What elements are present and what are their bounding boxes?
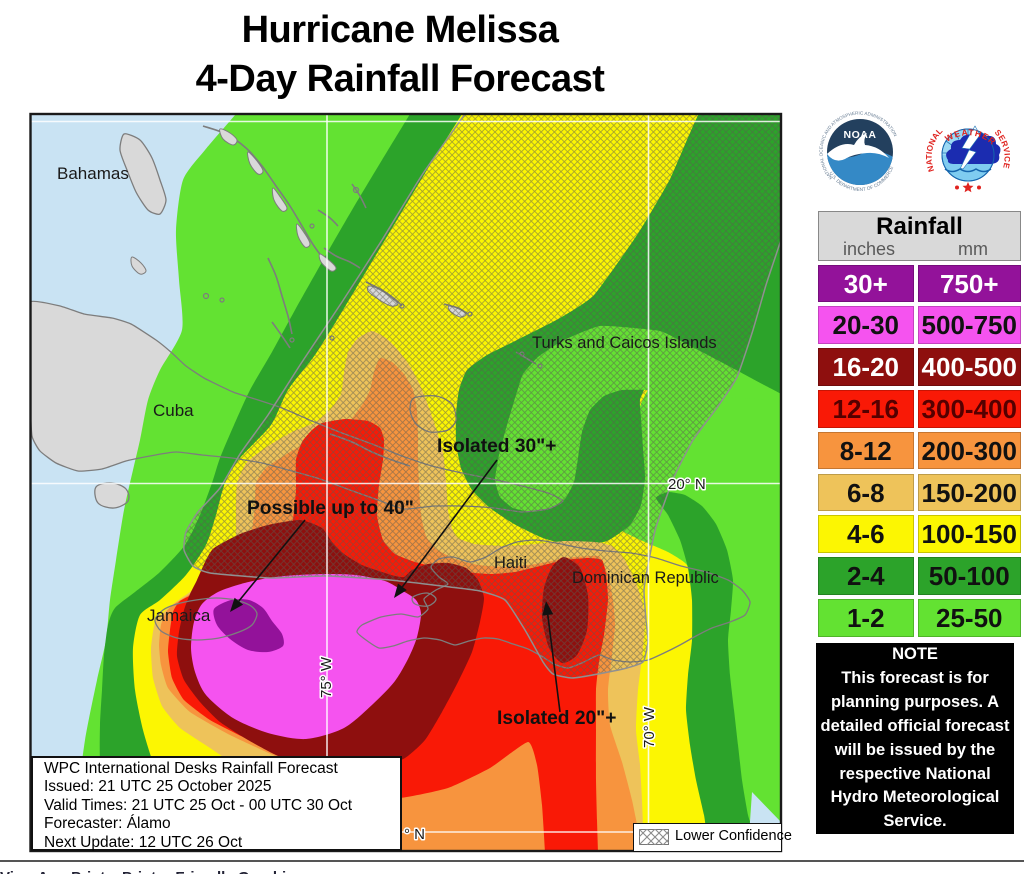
svg-text:Bahamas: Bahamas — [57, 164, 129, 183]
svg-text:Jamaica: Jamaica — [147, 606, 211, 625]
svg-text:20° N: 20° N — [668, 476, 706, 493]
svg-text:Dominican Republic: Dominican Republic — [572, 569, 719, 587]
svg-text:Turks and Caicos Islands: Turks and Caicos Islands — [532, 334, 717, 352]
svg-text:Isolated 30"+: Isolated 30"+ — [437, 436, 556, 457]
svg-text:NATIONAL: NATIONAL — [926, 127, 944, 173]
svg-text:Cuba: Cuba — [153, 401, 194, 420]
svg-text:70° W: 70° W — [641, 706, 658, 748]
svg-text:NOAA: NOAA — [844, 129, 877, 141]
svg-text:Isolated 20"+: Isolated 20"+ — [497, 708, 616, 729]
svg-text:Haiti: Haiti — [494, 554, 527, 572]
svg-text:° N: ° N — [404, 826, 425, 843]
svg-text:Possible up to 40": Possible up to 40" — [247, 498, 414, 519]
svg-text:75° W: 75° W — [318, 656, 335, 698]
